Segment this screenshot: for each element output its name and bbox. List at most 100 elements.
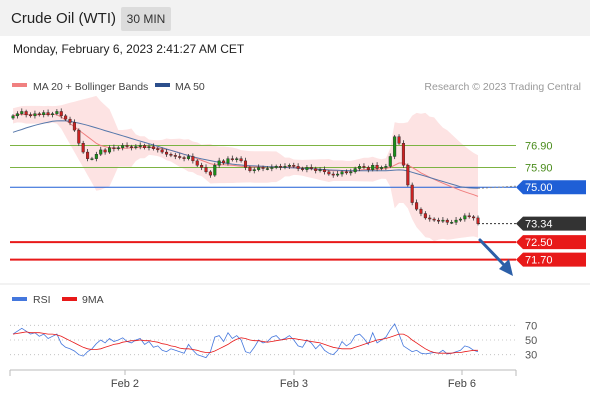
candle: [309, 164, 313, 171]
candle-body: [371, 165, 375, 170]
candle-body: [274, 166, 278, 168]
candle: [428, 214, 432, 222]
candle: [322, 166, 326, 175]
candle-body: [94, 154, 98, 159]
candle-body: [406, 165, 410, 186]
date-line: Monday, February 6, 2023 2:41:27 AM CET: [13, 42, 245, 56]
timeframe-button[interactable]: 30 MIN: [121, 7, 171, 31]
candle: [441, 217, 445, 223]
time-axis: Feb 2 Feb 3 Feb 6: [111, 370, 476, 390]
candle: [112, 144, 116, 152]
chart-panel: Monday, February 6, 2023 2:41:27 AM CET …: [0, 36, 590, 400]
candle: [121, 143, 125, 151]
candle: [50, 111, 54, 118]
chart-header: Crude Oil (WTI) 30 MIN: [0, 0, 590, 36]
candle-body: [59, 111, 63, 117]
candle: [472, 215, 476, 221]
candle: [103, 148, 107, 155]
candle-body: [20, 111, 24, 114]
candle: [134, 144, 138, 150]
candle-body: [24, 111, 28, 115]
level-label-76.90: 76.90: [525, 140, 553, 152]
x-tick-label: Feb 6: [448, 378, 476, 390]
rsi-ma9-line: [12, 331, 478, 354]
candle: [33, 110, 37, 119]
candle: [279, 163, 283, 171]
candle: [252, 167, 256, 174]
candle: [261, 165, 265, 172]
candle-body: [283, 166, 287, 168]
rsi-panel: 30 50 70: [10, 320, 537, 362]
candle: [165, 149, 169, 157]
candle: [29, 112, 33, 118]
candle-body: [349, 171, 353, 174]
candle: [243, 157, 248, 171]
candle-body: [292, 165, 296, 167]
candle: [437, 217, 441, 224]
x-tick-label: Feb 3: [280, 378, 308, 390]
candle: [173, 152, 177, 160]
candle: [415, 199, 419, 211]
candle: [94, 151, 98, 162]
candle-body: [200, 165, 204, 168]
candle-body: [476, 217, 480, 224]
candle: [64, 114, 68, 121]
candle: [213, 162, 217, 177]
candle-body: [178, 156, 182, 158]
candle: [340, 170, 344, 177]
candle-body: [331, 173, 335, 176]
candle-body: [393, 136, 397, 157]
candle-body: [257, 167, 261, 170]
candle: [406, 163, 410, 187]
candle: [349, 168, 353, 176]
candle: [384, 163, 388, 171]
level-label-75.00: 75.00: [525, 182, 553, 194]
candle-body: [454, 219, 458, 223]
instrument-title: Crude Oil (WTI): [11, 10, 116, 27]
rsi-tick-50: 50: [525, 335, 537, 347]
candle: [191, 153, 195, 164]
candle: [336, 170, 340, 177]
candle-body: [165, 151, 169, 155]
price-chart-svg: Monday, February 6, 2023 2:41:27 AM CET …: [0, 42, 590, 390]
candle-body: [252, 169, 256, 171]
candle: [283, 163, 287, 170]
last-price-tag: [516, 216, 586, 231]
rsi-line: [12, 323, 479, 359]
candle: [353, 166, 357, 174]
candle-body: [362, 166, 366, 168]
candle: [37, 111, 41, 117]
candle-body: [472, 216, 476, 219]
candle-body: [318, 169, 322, 171]
candle: [125, 142, 129, 149]
candle-body: [156, 148, 160, 151]
rsi-tick-30: 30: [525, 350, 537, 362]
candle: [186, 154, 190, 161]
candle-body: [50, 113, 54, 115]
candle: [265, 166, 269, 171]
candle-body: [182, 157, 186, 159]
candle-body: [107, 147, 112, 153]
ma50-legend-label: MA 50: [175, 81, 205, 93]
candle: [208, 170, 212, 178]
candle: [410, 182, 414, 206]
level-label-72.50: 72.50: [525, 237, 553, 249]
level-tag-75.00: [516, 180, 586, 195]
candle-body: [353, 168, 357, 173]
candle: [375, 162, 379, 172]
candle: [371, 162, 375, 172]
candle-body: [265, 168, 269, 170]
candle: [59, 108, 63, 119]
candle-body: [248, 167, 252, 171]
candle: [230, 155, 234, 162]
candle: [419, 207, 423, 217]
candle-body: [134, 146, 138, 148]
candle: [107, 145, 112, 154]
candle: [99, 146, 103, 157]
candle-body: [279, 166, 283, 168]
candle-body: [29, 114, 33, 117]
candle-body: [103, 149, 107, 153]
candle-body: [230, 158, 234, 160]
candle-body: [72, 122, 76, 131]
candle-body: [384, 166, 388, 168]
